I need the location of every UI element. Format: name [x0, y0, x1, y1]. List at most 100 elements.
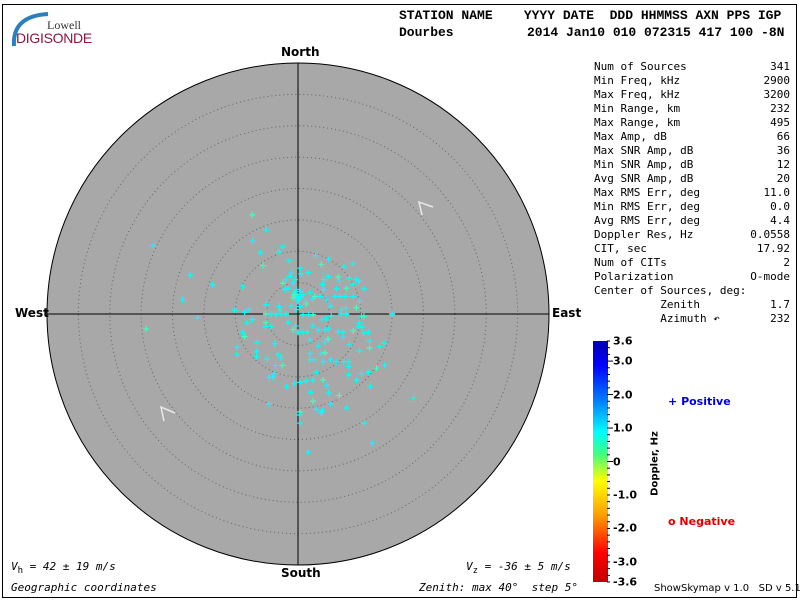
source-marker: [279, 280, 286, 287]
logo-arc-icon: [11, 12, 49, 47]
source-marker: [320, 358, 327, 365]
stats-row: CIT, sec 17.92: [594, 242, 790, 256]
stats-row: Max Freq, kHz 3200: [594, 88, 790, 102]
source-marker: [369, 440, 376, 447]
source-marker: [327, 302, 334, 309]
source-marker: [249, 238, 256, 245]
source-marker: [284, 285, 291, 292]
stat-value: 3200: [763, 88, 791, 101]
source-marker: [278, 311, 285, 317]
source-marker: [340, 358, 347, 365]
source-marker: [254, 339, 261, 346]
source-marker: [271, 340, 278, 347]
stat-value: 17.92: [756, 242, 790, 255]
source-marker: [283, 276, 290, 283]
stats-row: Polarization O-mode: [594, 270, 790, 284]
logo-lowell: Lowell: [47, 18, 81, 32]
source-marker: [279, 243, 286, 250]
source-marker: [342, 293, 349, 300]
source-marker: [333, 358, 340, 365]
source-marker: [281, 286, 288, 293]
source-marker: [327, 356, 334, 363]
source-marker: [343, 405, 350, 412]
stat-label: Max SNR Amp, dB: [594, 144, 694, 157]
source-marker: [306, 289, 313, 296]
source-marker: [342, 304, 349, 311]
source-marker: [291, 291, 298, 298]
stats-row: Min RMS Err, deg 0.0: [594, 200, 790, 214]
source-marker: [239, 284, 246, 291]
source-marker: [313, 369, 320, 376]
source-marker: [295, 329, 301, 336]
source-marker: [325, 273, 332, 280]
source-marker: [373, 364, 380, 371]
stat-value: 36: [776, 144, 790, 157]
stat-label: Min RMS Err, deg: [594, 200, 700, 213]
stat-value: 0.0558: [750, 228, 790, 241]
doppler-colorbar: [593, 341, 608, 582]
source-marker: [305, 449, 312, 456]
source-marker: [262, 226, 269, 233]
legend-positive-label: Positive: [681, 395, 731, 408]
source-marker: [325, 336, 332, 343]
stat-label: Min Range, km: [594, 102, 681, 115]
circle-icon: o: [668, 515, 676, 528]
colorbar-tick-label: -1.0: [613, 488, 638, 502]
stats-row: Min SNR Amp, dB 12: [594, 158, 790, 172]
stat-label: Min SNR Amp, dB: [594, 158, 694, 171]
source-marker: [355, 278, 362, 285]
legend-negative-label: Negative: [679, 515, 736, 528]
version-info: ShowSkymap v 1.0 SD v 5.1: [654, 583, 800, 594]
source-marker: [360, 285, 367, 292]
source-marker: [259, 262, 266, 269]
stat-value: O-mode: [750, 270, 790, 283]
source-marker: [264, 356, 271, 363]
legend-positive: + Positive: [668, 395, 731, 408]
source-marker: [296, 412, 303, 419]
source-marker: [306, 336, 313, 343]
source-marker: [296, 288, 303, 295]
source-marker: [300, 291, 307, 298]
stat-label: Azimuth ↶: [594, 312, 720, 325]
source-marker: [310, 376, 317, 383]
source-marker: [350, 281, 357, 288]
plus-icon: +: [668, 395, 678, 408]
source-marker: [194, 314, 201, 321]
stat-label: Max Freq, kHz: [594, 88, 681, 101]
source-marker: [335, 328, 342, 335]
source-marker: [367, 383, 374, 390]
source-marker: [356, 298, 363, 305]
source-marker: [249, 211, 256, 218]
source-marker: [241, 309, 248, 316]
plot-frame: [2, 4, 797, 598]
source-marker: [179, 296, 186, 303]
source-marker: [320, 276, 327, 283]
stat-value: 20: [776, 172, 790, 185]
stat-label: Polarization: [594, 270, 674, 283]
stats-row: Max Amp, dB 66: [594, 130, 790, 144]
stats-row: Min Freq, kHz 2900: [594, 74, 790, 88]
source-marker: [316, 293, 323, 300]
stats-row: Zenith 1.7: [594, 298, 790, 312]
stats-row: Avg SNR Amp, dB 20: [594, 172, 790, 186]
source-marker: [321, 338, 328, 345]
source-marker: [311, 293, 318, 300]
stat-value: 1.7: [770, 298, 790, 311]
stats-row: Center of Sources, deg:: [594, 284, 790, 298]
stats-row: Avg RMS Err, deg 4.4: [594, 214, 790, 228]
source-marker: [356, 348, 363, 355]
source-marker: [335, 273, 342, 280]
colorbar-tick-label: -2.0: [613, 521, 638, 535]
stat-label: Max RMS Err, deg: [594, 186, 700, 199]
source-marker: [318, 350, 325, 357]
source-marker: [283, 383, 290, 390]
sources: [143, 211, 417, 456]
source-marker: [323, 296, 330, 303]
source-marker: [289, 294, 296, 301]
source-marker: [365, 369, 372, 376]
stat-label: Zenith: [594, 298, 700, 311]
source-marker: [306, 350, 313, 357]
stats-row: Max SNR Amp, dB 36: [594, 144, 790, 158]
source-marker: [296, 303, 303, 310]
